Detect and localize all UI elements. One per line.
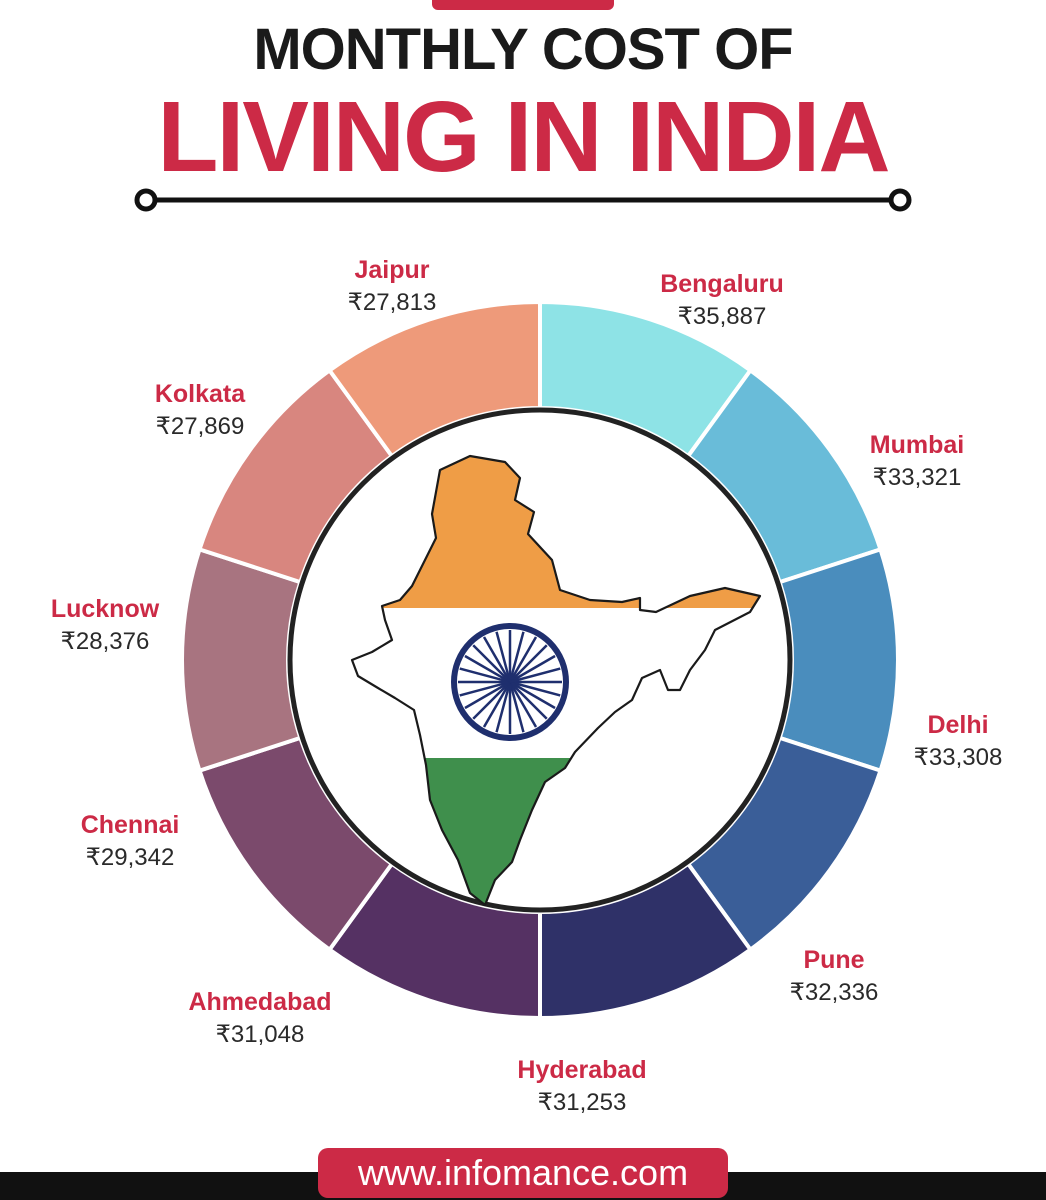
- cost-of-living-ring-chart: Bengaluru ₹35,887 Mumbai ₹33,321 Delhi ₹33,30…: [51, 188, 1003, 1116]
- value-label-bengaluru: ₹35,887: [678, 303, 767, 330]
- chakra-spoke: [472, 644, 511, 683]
- value-label-hyderabad: ₹31,253: [538, 1089, 627, 1116]
- chakra-spoke: [508, 636, 538, 683]
- city-label-pune: Pune: [803, 946, 864, 974]
- website-link[interactable]: www.infomance.com: [318, 1148, 728, 1198]
- city-label-hyderabad: Hyderabad: [517, 1056, 646, 1084]
- title-line-2: LIVING IN INDIA: [157, 81, 890, 193]
- chakra-spoke: [472, 681, 511, 720]
- chakra-spoke: [508, 681, 525, 733]
- city-label-jaipur: Jaipur: [354, 256, 429, 284]
- city-labels: Bengaluru ₹35,887 Mumbai ₹33,321 Delhi ₹33,30…: [51, 256, 1003, 1116]
- value-label-kolkata: ₹27,869: [156, 413, 245, 440]
- chakra-spoke: [509, 654, 556, 684]
- chakra-spoke: [509, 680, 556, 710]
- chakra-spoke: [459, 680, 511, 697]
- value-label-pune: ₹32,336: [790, 979, 879, 1006]
- chakra-spoke: [464, 654, 511, 684]
- city-label-kolkata: Kolkata: [155, 380, 246, 408]
- value-label-jaipur: ₹27,813: [348, 289, 437, 316]
- title-line-1: MONTHLY COST OF: [253, 17, 793, 82]
- value-label-mumbai: ₹33,321: [873, 464, 962, 491]
- city-label-bengaluru: Bengaluru: [660, 270, 784, 298]
- city-label-mumbai: Mumbai: [870, 431, 964, 459]
- chakra-spoke: [509, 644, 548, 683]
- chakra-spoke: [509, 667, 561, 684]
- value-label-lucknow: ₹28,376: [61, 628, 150, 655]
- value-label-chennai: ₹29,342: [86, 844, 175, 871]
- chakra-spoke: [495, 631, 512, 683]
- slice-lucknow: [180, 546, 303, 774]
- slice-delhi: [777, 546, 900, 774]
- city-label-lucknow: Lucknow: [51, 595, 160, 623]
- city-label-delhi: Delhi: [927, 711, 988, 739]
- chakra-spoke: [464, 680, 511, 710]
- chakra-spoke: [482, 636, 512, 683]
- chakra-spoke: [508, 631, 525, 683]
- chakra-spoke: [482, 681, 512, 728]
- city-label-ahmedabad: Ahmedabad: [188, 988, 331, 1016]
- ashoka-chakra-icon: [451, 623, 569, 741]
- chakra-spoke: [509, 680, 561, 697]
- value-label-ahmedabad: ₹31,048: [216, 1021, 305, 1048]
- chakra-spoke: [495, 681, 512, 733]
- chakra-spoke: [508, 681, 538, 728]
- city-label-chennai: Chennai: [81, 811, 180, 839]
- chakra-spoke: [459, 667, 511, 684]
- chakra-spoke: [509, 681, 548, 720]
- value-label-delhi: ₹33,308: [914, 744, 1003, 771]
- top-tab-decoration: [432, 0, 614, 10]
- title-divider: [134, 188, 912, 212]
